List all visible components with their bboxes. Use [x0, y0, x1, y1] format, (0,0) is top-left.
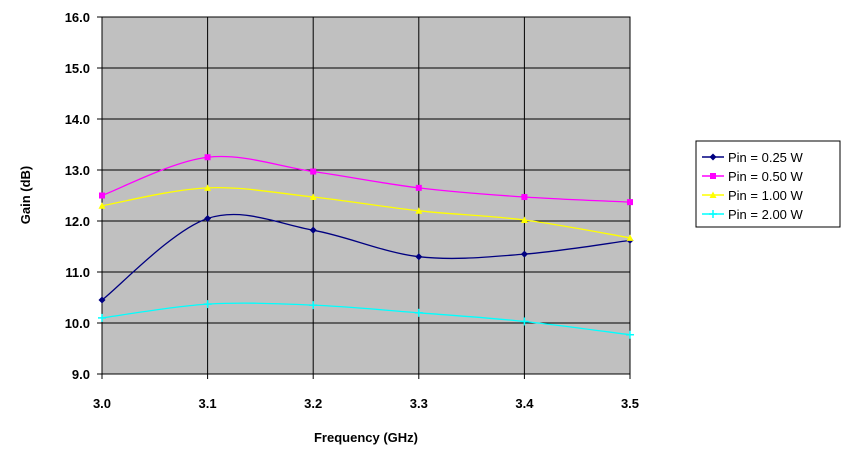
- x-axis-title: Frequency (GHz): [314, 430, 418, 445]
- data-point: [414, 308, 423, 317]
- data-point: [520, 216, 528, 223]
- legend-item: Pin = 0.50 W: [702, 169, 804, 184]
- legend-marker: [710, 173, 716, 179]
- y-tick-label: 13.0: [65, 163, 90, 178]
- legend-label: Pin = 1.00 W: [728, 188, 804, 203]
- legend-label: Pin = 2.00 W: [728, 207, 804, 222]
- data-point: [626, 234, 634, 241]
- legend: Pin = 0.25 W Pin = 0.50 W Pin = 1.00 W Pin …: [695, 140, 841, 228]
- series-line: [101, 213, 631, 301]
- x-tick-label: 3.0: [93, 396, 111, 411]
- y-tick-label: 9.0: [72, 367, 90, 382]
- data-point: [204, 154, 211, 161]
- data-point: [98, 296, 106, 304]
- data-point: [98, 202, 106, 209]
- legend-label: Pin = 0.50 W: [728, 169, 804, 184]
- y-tick-label: 15.0: [65, 61, 90, 76]
- data-point: [309, 226, 317, 234]
- x-tick-label: 3.5: [621, 396, 639, 411]
- x-tick-label: 3.1: [199, 396, 217, 411]
- data-point: [520, 317, 529, 326]
- legend-item: Pin = 0.25 W: [702, 150, 804, 165]
- data-point: [627, 199, 633, 206]
- y-axis-ticks: 9.0 10.0 11.0 12.0 13.0 14.0 15.0 16.0: [65, 10, 102, 382]
- legend-marker: [709, 210, 717, 218]
- legend-item: Pin = 1.00 W: [702, 188, 804, 203]
- plot-area-background: [102, 17, 630, 374]
- legend-item: Pin = 2.00 W: [702, 207, 804, 222]
- data-point: [309, 193, 317, 201]
- data-point: [99, 192, 105, 199]
- y-tick-label: 12.0: [65, 214, 90, 229]
- x-tick-label: 3.3: [410, 396, 428, 411]
- series-line: [101, 187, 631, 239]
- x-tick-label: 3.4: [515, 396, 534, 411]
- data-point: [415, 184, 422, 191]
- data-point: [98, 313, 106, 322]
- series-line: [101, 302, 631, 336]
- series-lines: [98, 154, 634, 339]
- data-point: [520, 250, 528, 258]
- legend-box: [695, 140, 841, 228]
- data-point: [310, 168, 317, 175]
- data-point: [203, 300, 212, 309]
- y-tick-label: 10.0: [65, 316, 90, 331]
- y-tick-label: 16.0: [65, 10, 90, 25]
- data-point: [204, 184, 212, 191]
- data-point: [204, 214, 212, 222]
- data-point: [415, 253, 423, 261]
- data-point: [309, 301, 318, 310]
- x-axis-ticks: 3.0 3.1 3.2 3.3 3.4 3.5: [93, 374, 639, 411]
- legend-label: Pin = 0.25 W: [728, 150, 804, 165]
- x-tick-label: 3.2: [304, 396, 322, 411]
- series-3: [98, 184, 634, 241]
- y-tick-label: 14.0: [65, 112, 90, 127]
- data-point: [521, 194, 528, 201]
- series-line: [101, 155, 631, 203]
- y-tick-label: 11.0: [65, 265, 90, 280]
- legend-marker: [709, 191, 717, 198]
- y-axis-title: Gain (dB): [18, 166, 33, 225]
- legend-marker: [709, 153, 717, 161]
- series-4: [98, 300, 634, 339]
- data-point: [626, 330, 634, 339]
- series-2: [99, 154, 633, 206]
- data-point: [415, 207, 423, 214]
